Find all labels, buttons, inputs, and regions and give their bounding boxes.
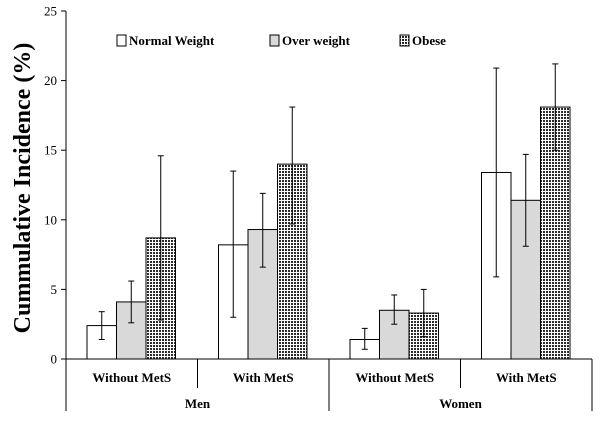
y-tick-label: 15 xyxy=(44,143,57,158)
group-label: Women xyxy=(439,396,482,411)
y-axis-label: Cummulative Incidence (%) xyxy=(10,43,36,334)
category-label: With MetS xyxy=(496,370,557,385)
legend: Normal Weight Over weight Obese xyxy=(116,33,446,48)
y-tick-label: 5 xyxy=(51,282,58,297)
legend-swatch xyxy=(269,34,280,47)
y-tick-label: 0 xyxy=(51,352,58,367)
category-label: With MetS xyxy=(233,370,294,385)
legend-swatch xyxy=(399,34,410,47)
legend-label: Normal Weight xyxy=(129,33,215,48)
category-label: Without MetS xyxy=(92,370,171,385)
category-label: Without MetS xyxy=(355,370,434,385)
error-bars xyxy=(98,63,559,350)
y-tick-label: 10 xyxy=(44,212,57,227)
group-label: Men xyxy=(185,396,211,411)
y-tick-label: 20 xyxy=(44,73,57,88)
legend-label: Obese xyxy=(412,33,446,48)
axes: 0 5 10 15 20 25 xyxy=(44,4,593,411)
legend-swatch xyxy=(116,34,127,47)
category-labels: Without MetS With MetS Without MetS With Me… xyxy=(92,370,556,411)
legend-label: Over weight xyxy=(282,33,351,48)
y-tick-label: 25 xyxy=(44,4,57,19)
bars xyxy=(86,106,571,360)
